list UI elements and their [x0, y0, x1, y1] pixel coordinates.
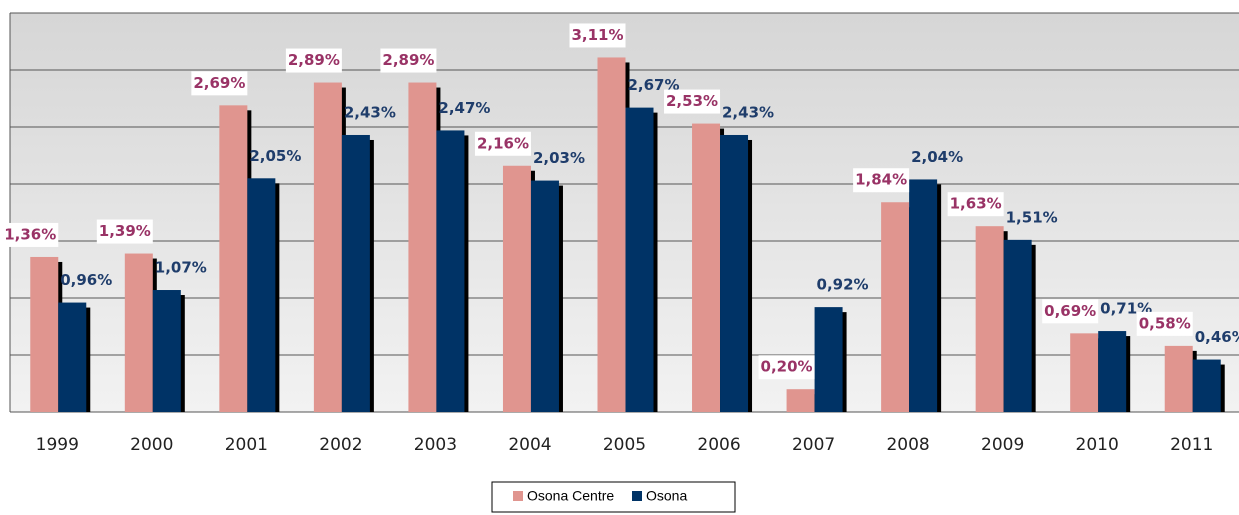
bar	[786, 389, 815, 412]
x-tick-label: 2008	[886, 435, 929, 455]
bar	[881, 202, 910, 412]
data-label: 0,58%	[1139, 314, 1191, 332]
bar	[313, 82, 342, 412]
data-label: 1,84%	[855, 171, 907, 189]
x-tick-label: 2011	[1170, 435, 1213, 455]
data-label: 2,03%	[533, 149, 585, 167]
bar	[124, 253, 153, 412]
bar	[408, 82, 437, 412]
data-label: 0,46%	[1195, 328, 1239, 346]
data-label: 0,96%	[60, 271, 112, 289]
label-bg	[96, 219, 153, 244]
bar	[1192, 359, 1221, 412]
x-tick-label: 2010	[1076, 435, 1119, 455]
legend	[491, 481, 736, 513]
x-tick-label: 2006	[697, 435, 740, 455]
data-label: 2,04%	[911, 148, 963, 166]
x-tick-label: 2003	[414, 435, 457, 455]
bar	[530, 180, 559, 412]
data-label: 1,51%	[1006, 208, 1058, 226]
label-bg	[2, 222, 59, 247]
data-label: 2,43%	[722, 103, 774, 121]
bar	[30, 256, 59, 412]
bar	[247, 178, 276, 412]
data-label: 2,89%	[382, 51, 434, 69]
data-label: 2,43%	[344, 103, 396, 121]
data-label: 0,20%	[761, 358, 813, 376]
data-label: 2,69%	[193, 74, 245, 92]
data-label: 2,05%	[249, 147, 301, 165]
x-tick-label: 2005	[603, 435, 646, 455]
data-label: 1,36%	[4, 225, 56, 243]
label-bg	[853, 168, 910, 193]
bar	[1003, 239, 1032, 412]
data-label: 0,69%	[1044, 302, 1096, 320]
bar	[219, 105, 248, 412]
bar	[502, 165, 531, 412]
data-label: 3,11%	[571, 26, 623, 44]
legend-label: Osona Centre	[527, 488, 614, 504]
bar	[597, 57, 626, 413]
label-bg	[285, 48, 342, 73]
x-tick-label: 1999	[36, 435, 79, 455]
bar	[436, 130, 465, 413]
data-label: 2,89%	[288, 51, 340, 69]
label-bg	[664, 89, 721, 114]
data-label: 0,92%	[817, 276, 869, 294]
bar	[692, 123, 721, 412]
bar	[341, 134, 370, 413]
data-label: 2,16%	[477, 134, 529, 152]
legend-swatch	[632, 491, 642, 501]
label-bg	[380, 48, 437, 73]
legend-swatch	[513, 491, 523, 501]
label-bg	[474, 131, 531, 156]
data-label: 1,07%	[155, 259, 207, 277]
x-tick-label: 2002	[319, 435, 362, 455]
label-bg	[758, 355, 815, 380]
bar	[152, 290, 181, 412]
bar	[909, 179, 938, 412]
label-bg	[947, 192, 1004, 217]
label-bg	[1136, 311, 1193, 336]
bar	[1098, 331, 1127, 412]
data-label: 1,39%	[99, 222, 151, 240]
legend-label: Osona	[646, 488, 687, 504]
label-bg	[1042, 299, 1099, 324]
bar	[58, 302, 87, 412]
data-label: 2,47%	[438, 99, 490, 117]
bar	[814, 307, 843, 412]
x-tick-label: 2004	[508, 435, 551, 455]
x-tick-label: 2001	[225, 435, 268, 455]
bar	[1164, 345, 1193, 412]
bar	[720, 134, 749, 413]
bar	[625, 107, 654, 413]
x-tick-label: 2009	[981, 435, 1024, 455]
bar	[1070, 333, 1099, 412]
x-tick-label: 2000	[130, 435, 173, 455]
data-label: 1,63%	[950, 195, 1002, 213]
label-bg	[569, 23, 626, 48]
data-label: 2,53%	[666, 92, 718, 110]
x-tick-label: 2007	[792, 435, 835, 455]
bar	[975, 226, 1004, 412]
label-bg	[191, 71, 248, 96]
